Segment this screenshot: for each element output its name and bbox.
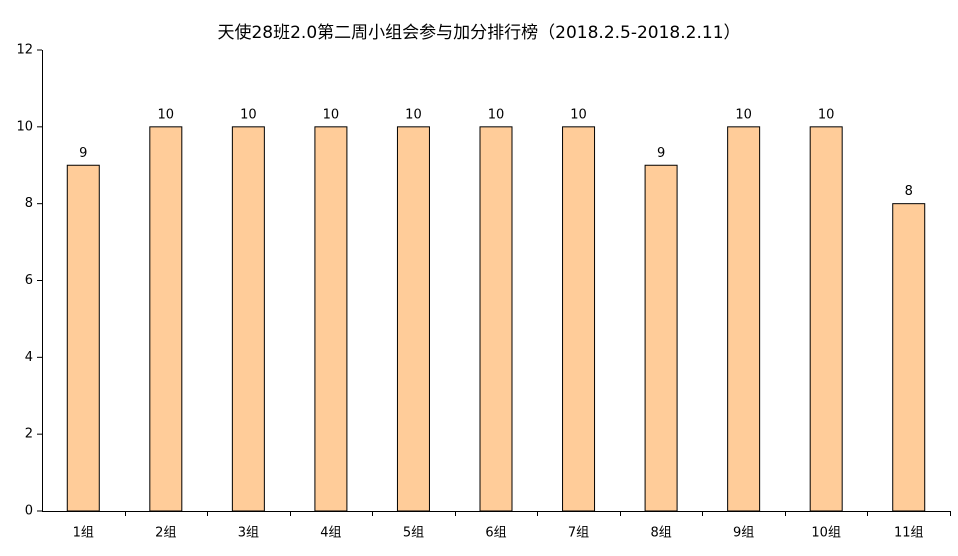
y-tick-label: 8 xyxy=(25,196,33,211)
y-tick-label: 12 xyxy=(16,43,33,58)
y-tick-label: 0 xyxy=(25,504,33,519)
x-tick-label: 11组 xyxy=(894,526,924,541)
value-label: 9 xyxy=(79,146,87,161)
bar xyxy=(562,126,596,512)
y-tick-label: 6 xyxy=(25,273,33,288)
bar xyxy=(809,126,843,512)
x-tick-label: 3组 xyxy=(238,526,259,541)
bar xyxy=(479,126,513,512)
value-label: 10 xyxy=(818,107,835,122)
x-tick-label: 4组 xyxy=(320,526,341,541)
bar xyxy=(727,126,761,512)
y-tick-label: 4 xyxy=(25,350,33,365)
bar xyxy=(644,164,678,512)
value-label: 10 xyxy=(488,107,505,122)
x-tick-label: 8组 xyxy=(650,526,671,541)
x-tick-label: 6组 xyxy=(485,526,506,541)
value-label: 10 xyxy=(240,107,257,122)
x-tick-label: 10组 xyxy=(811,526,841,541)
y-tick-label: 2 xyxy=(25,427,33,442)
bar xyxy=(314,126,348,512)
value-label: 10 xyxy=(323,107,340,122)
bar xyxy=(892,203,926,512)
chart-title: 天使28班2.0第二周小组会参与加分排行榜（2018.2.5-2018.2.11… xyxy=(217,22,740,43)
value-label: 10 xyxy=(158,107,175,122)
bar xyxy=(396,126,430,512)
bar xyxy=(149,126,183,512)
value-label: 9 xyxy=(657,146,665,161)
bar xyxy=(66,164,100,512)
y-tick-label: 10 xyxy=(16,119,33,134)
x-tick-label: 7组 xyxy=(568,526,589,541)
bar xyxy=(231,126,265,512)
value-label: 8 xyxy=(905,184,913,199)
value-label: 10 xyxy=(570,107,587,122)
value-label: 10 xyxy=(735,107,752,122)
x-tick-label: 2组 xyxy=(155,526,176,541)
value-label: 10 xyxy=(405,107,422,122)
x-tick-label: 1组 xyxy=(73,526,94,541)
x-tick-label: 5组 xyxy=(403,526,424,541)
x-tick-label: 9组 xyxy=(733,526,754,541)
